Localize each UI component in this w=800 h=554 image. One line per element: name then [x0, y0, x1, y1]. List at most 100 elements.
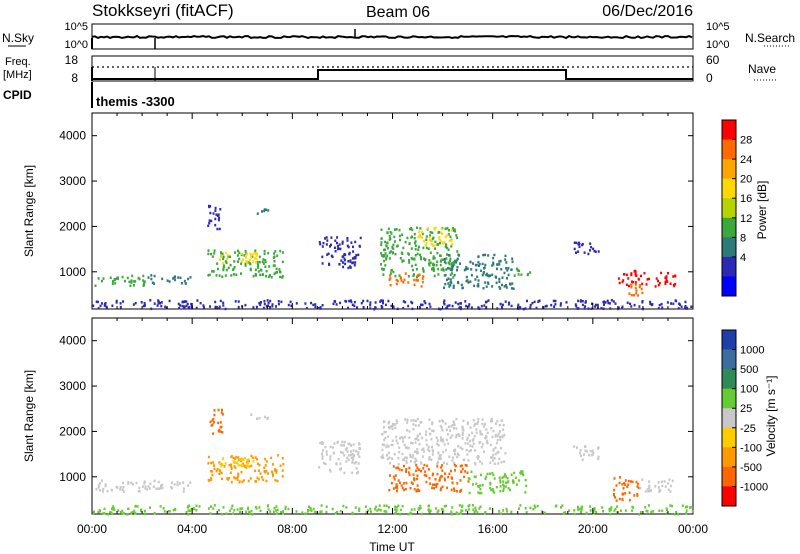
heatmap-cell — [343, 258, 346, 262]
heatmap-cell — [393, 478, 396, 481]
heatmap-cell — [518, 479, 521, 482]
heatmap-cell — [398, 274, 401, 277]
heatmap-cell — [425, 241, 428, 245]
heatmap-cell — [247, 506, 250, 510]
heatmap-cell — [419, 253, 422, 257]
heatmap-cell — [453, 489, 456, 492]
heatmap-cell — [387, 426, 390, 429]
heatmap-cell — [456, 268, 458, 272]
heatmap-cell — [114, 282, 117, 285]
heatmap-cell — [235, 273, 238, 276]
heatmap-cell — [684, 300, 687, 304]
heatmap-cell — [416, 447, 419, 451]
heatmap-cell — [435, 485, 438, 489]
heatmap-cell — [455, 417, 458, 421]
heatmap-cell — [394, 426, 397, 430]
heatmap-cell — [267, 275, 270, 279]
heatmap-cell — [281, 512, 284, 515]
heatmap-cell — [264, 464, 267, 467]
heatmap-cell — [254, 257, 256, 260]
heatmap-cell — [411, 301, 414, 305]
heatmap-cell — [524, 478, 527, 482]
heatmap-cell — [447, 248, 450, 251]
heatmap-cell — [256, 260, 259, 264]
heatmap-cell — [559, 304, 562, 307]
heatmap-cell — [386, 254, 389, 258]
heatmap-cell — [443, 461, 445, 464]
power-frame — [91, 112, 694, 310]
heatmap-cell — [99, 510, 101, 513]
heatmap-cell — [147, 276, 150, 279]
heatmap-cell — [413, 477, 416, 481]
heatmap-cell — [437, 444, 440, 447]
heatmap-cell — [392, 251, 394, 254]
heatmap-cell — [213, 249, 216, 252]
heatmap-cell — [272, 256, 275, 259]
heatmap-cell — [356, 472, 359, 475]
heatmap-cell — [499, 485, 502, 488]
heatmap-cell — [423, 257, 425, 260]
heatmap-cell — [374, 301, 377, 304]
colorbar-tick-label: 28 — [740, 135, 752, 147]
heatmap-cell — [369, 507, 372, 511]
heatmap-cell — [417, 235, 420, 239]
heatmap-cell — [491, 435, 494, 439]
heatmap-cell — [579, 449, 582, 452]
heatmap-cell — [438, 236, 441, 239]
heatmap-cell — [581, 303, 584, 307]
heatmap-cell — [491, 285, 494, 288]
heatmap-cell — [602, 510, 604, 513]
heatmap-cell — [392, 487, 395, 490]
heatmap-cell — [304, 512, 307, 516]
heatmap-cell — [649, 300, 652, 304]
heatmap-cell — [144, 485, 147, 488]
heatmap-cell — [431, 486, 434, 490]
heatmap-cell — [157, 487, 160, 490]
heatmap-cell — [386, 453, 388, 457]
x-tick-label: 12:00 — [377, 522, 407, 536]
heatmap-cell — [418, 273, 421, 276]
heatmap-cell — [442, 269, 445, 272]
heatmap-cell — [451, 434, 454, 437]
heatmap-cell — [447, 282, 450, 285]
heatmap-cell — [134, 504, 137, 508]
heatmap-cell — [580, 508, 583, 511]
heatmap-cell — [389, 474, 391, 477]
time-xlabel: Time UT — [369, 540, 415, 554]
heatmap-cell — [395, 228, 398, 231]
heatmap-cell — [161, 486, 164, 490]
heatmap-cell — [624, 479, 627, 482]
freq-series-line — [92, 69, 693, 80]
heatmap-cell — [233, 461, 236, 464]
heatmap-cell — [383, 430, 386, 434]
heatmap-cell — [345, 506, 348, 509]
heatmap-cell — [431, 483, 434, 486]
colorbar-frame — [721, 119, 737, 297]
heatmap-cell — [644, 490, 647, 493]
heatmap-cell — [479, 432, 482, 436]
heatmap-cell — [625, 273, 628, 277]
heatmap-cell — [399, 508, 402, 512]
heatmap-cell — [407, 304, 410, 308]
heatmap-cell — [421, 280, 424, 284]
heatmap-cell — [188, 504, 191, 507]
heatmap-cell — [461, 286, 464, 290]
heatmap-cell — [469, 426, 472, 429]
heatmap-cell — [384, 303, 387, 307]
heatmap-cell — [143, 302, 146, 305]
heatmap-cell — [121, 509, 124, 513]
heatmap-cell — [212, 432, 215, 435]
heatmap-cell — [240, 458, 243, 462]
heatmap-cell — [485, 428, 488, 431]
heatmap-cell — [119, 305, 122, 309]
heatmap-cell — [444, 422, 447, 425]
heatmap-cell — [585, 450, 588, 453]
heatmap-cell — [501, 476, 504, 480]
heatmap-cell — [448, 229, 450, 232]
power-colorbar-label: Power [dB] — [755, 181, 769, 240]
heatmap-cell — [466, 436, 469, 440]
heatmap-cell — [153, 302, 156, 305]
heatmap-cell — [386, 444, 389, 447]
heatmap-cell — [276, 479, 279, 483]
heatmap-cell — [440, 466, 443, 469]
